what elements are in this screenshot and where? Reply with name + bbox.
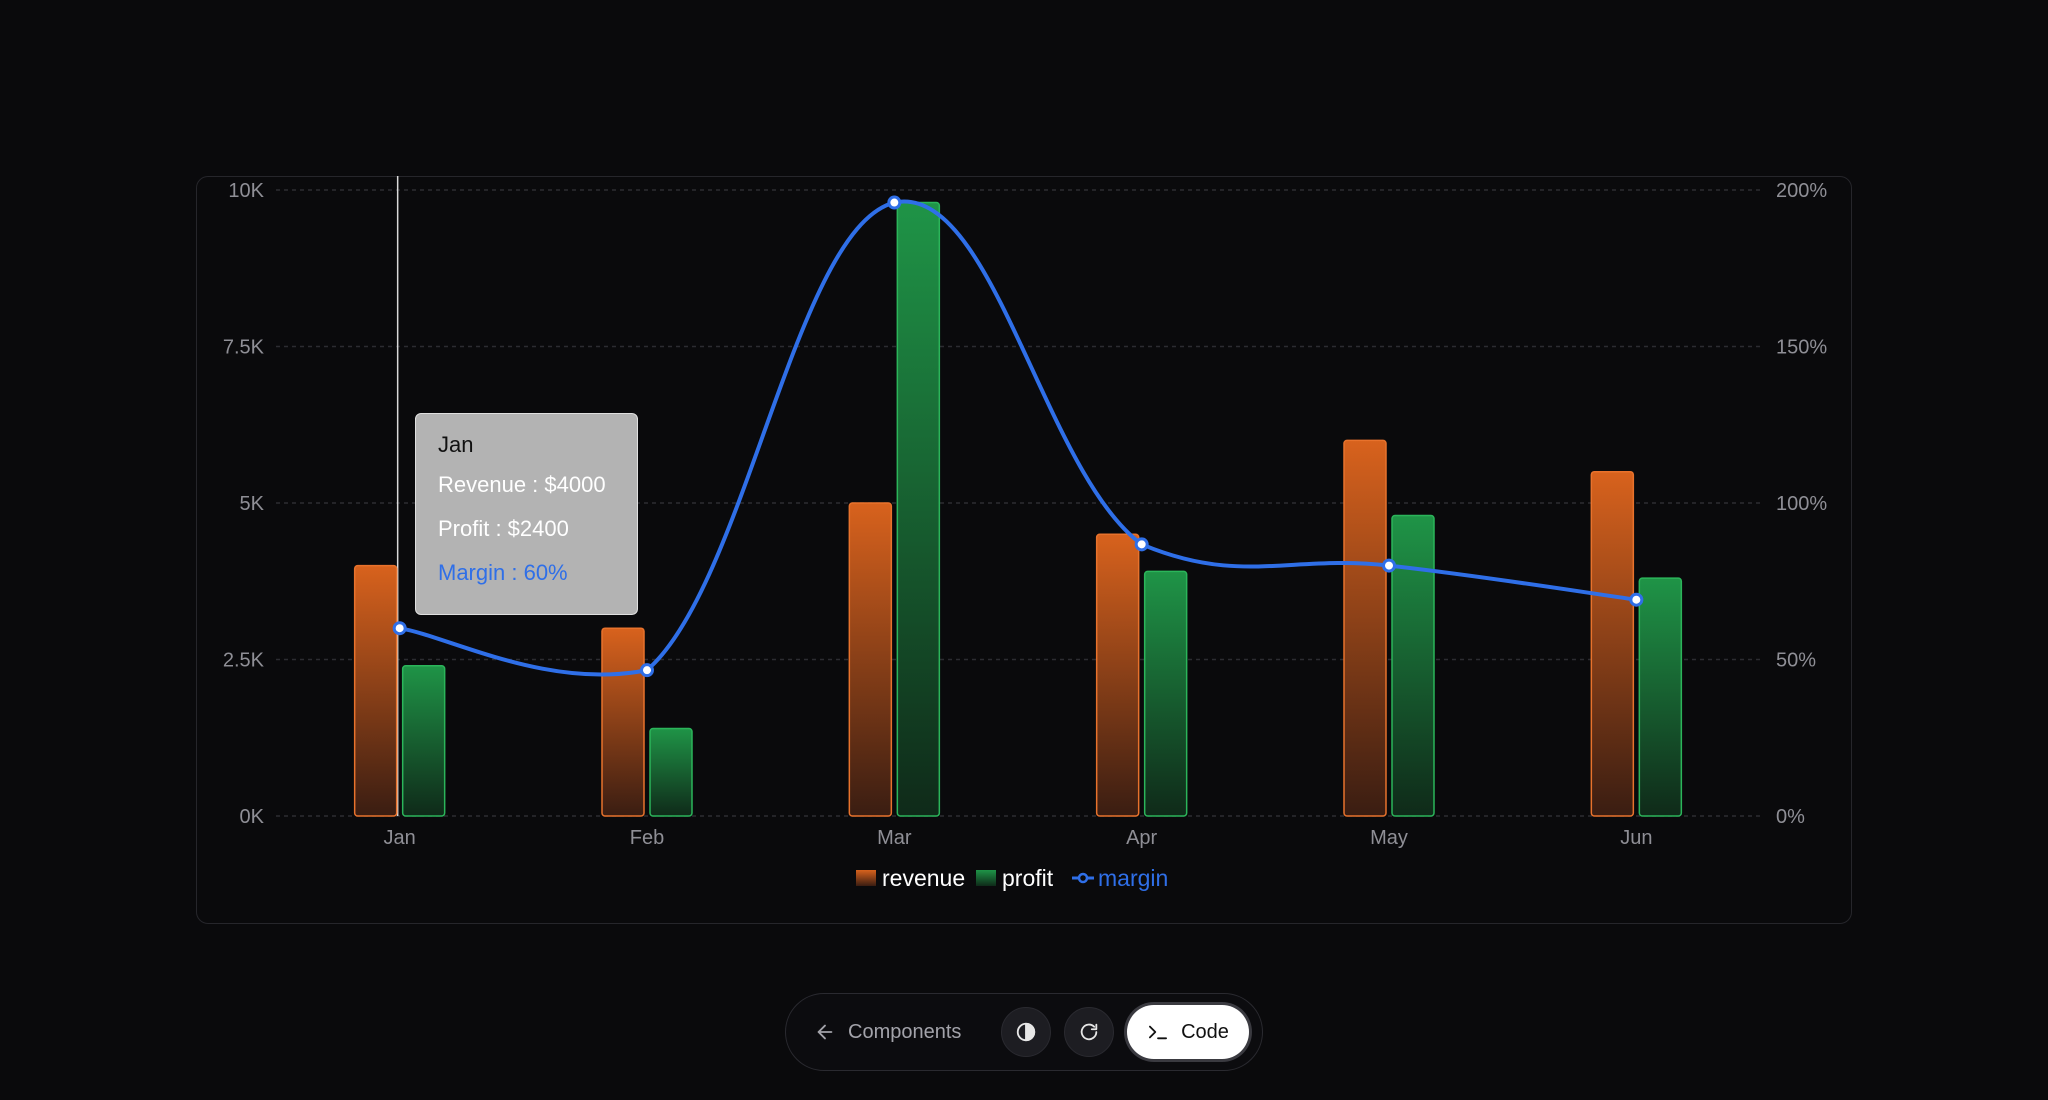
margin-point [640, 663, 654, 678]
legend-margin-label: margin [1098, 865, 1168, 891]
y-left-tick-label: 7.5K [223, 337, 265, 359]
tooltip-margin: Margin : 60% [438, 560, 568, 585]
code-button-label: Code [1181, 1020, 1229, 1043]
margin-point [1382, 558, 1396, 573]
x-tick-label: Feb [630, 827, 664, 849]
revenue-bar [1343, 439, 1387, 817]
profit-bar [649, 727, 693, 817]
revenue-bar [353, 564, 398, 817]
chart-card [196, 176, 1852, 924]
revenue-bar [601, 627, 645, 817]
back-to-components-button[interactable]: Components [814, 994, 961, 1070]
y-right-tick-label: 100% [1776, 493, 1827, 515]
refresh-icon [1080, 1023, 1098, 1041]
tooltip-revenue: Revenue : $4000 [438, 472, 606, 497]
y-right-tick-label: 0% [1776, 806, 1805, 828]
axes: 10K 7.5K 5K 2.5K 0K 200% 150% 100% 50% 0% Jan Feb Ma… [223, 180, 1828, 849]
legend: revenue profit margin [856, 865, 1168, 891]
x-tick-label: May [1370, 827, 1408, 849]
y-right-tick-label: 50% [1776, 650, 1816, 672]
profit-bar [401, 665, 446, 817]
arrow-left-icon [817, 1024, 833, 1040]
revenue-bar [1590, 470, 1635, 817]
revenue-bar [848, 502, 893, 817]
y-right-tick-label: 200% [1776, 180, 1827, 202]
profit-bar [896, 201, 941, 817]
legend-profit-swatch [976, 870, 996, 886]
legend-profit-label: profit [1002, 865, 1054, 891]
revenue-bar [1095, 533, 1140, 817]
bottom-toolbar: Components Code [785, 993, 1263, 1071]
y-left-tick-label: 2.5K [223, 650, 265, 672]
profit-bar [1638, 577, 1683, 817]
x-tick-label: Mar [877, 827, 912, 849]
tooltip-profit: Profit : $2400 [438, 516, 569, 541]
terminal-icon [1149, 1025, 1168, 1040]
legend-margin-marker [1077, 872, 1089, 884]
contrast-icon [1016, 1022, 1036, 1042]
refresh-button[interactable] [1064, 1007, 1114, 1057]
x-tick-label: Jan [384, 827, 416, 849]
x-tick-label: Apr [1126, 827, 1157, 849]
margin-line [392, 195, 1644, 678]
profit-bar [1143, 570, 1188, 817]
legend-revenue-label: revenue [882, 865, 965, 891]
y-right-tick-label: 150% [1776, 337, 1827, 359]
theme-toggle-button[interactable] [1001, 1007, 1051, 1057]
legend-revenue-swatch [856, 870, 876, 886]
margin-point [1134, 537, 1149, 552]
code-button[interactable]: Code [1127, 1005, 1249, 1059]
chart-tooltip: Jan Revenue : $4000 Profit : $2400 Margi… [415, 413, 638, 615]
profit-bar [1391, 514, 1435, 817]
x-tick-label: Jun [1620, 827, 1652, 849]
margin-point [1629, 592, 1644, 607]
margin-point [887, 195, 902, 210]
margin-point [392, 621, 407, 636]
back-button-label: Components [848, 1020, 962, 1043]
tooltip-title: Jan [438, 432, 474, 457]
y-left-tick-label: 0K [240, 806, 265, 828]
bars [353, 201, 1683, 817]
y-left-tick-label: 10K [228, 180, 264, 202]
y-left-tick-label: 5K [240, 493, 265, 515]
